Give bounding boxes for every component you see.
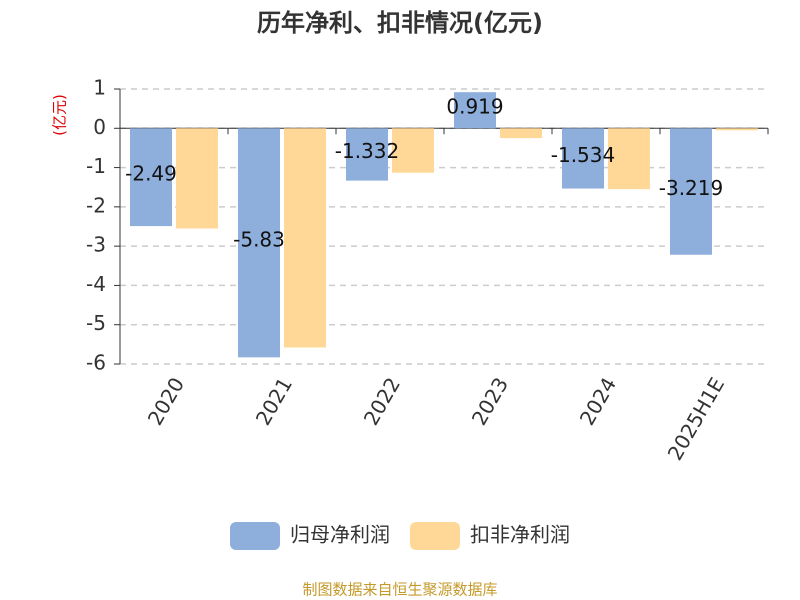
bar <box>392 128 434 173</box>
bar <box>454 92 496 129</box>
data-label: -3.219 <box>659 176 723 200</box>
bar <box>176 128 218 229</box>
data-label: -1.534 <box>551 143 615 167</box>
bar <box>608 128 650 190</box>
y-axis-label: (亿元) <box>51 94 69 136</box>
data-label: -2.49 <box>125 162 177 186</box>
bar <box>130 128 172 227</box>
x-tick-label: 2023 <box>467 373 513 429</box>
chart-title: 历年净利、扣非情况(亿元) <box>257 9 543 37</box>
legend-swatch <box>410 522 460 550</box>
bar <box>346 128 388 181</box>
data-label: -5.83 <box>233 227 285 251</box>
x-tick-label: 2024 <box>575 373 621 429</box>
y-tick-label: -5 <box>86 311 106 335</box>
legend-label: 归母净利润 <box>290 523 390 547</box>
x-tick-label: 2021 <box>251 373 297 429</box>
y-tick-label: -4 <box>86 272 106 296</box>
bar <box>238 128 280 358</box>
y-tick-label: 0 <box>93 115 106 139</box>
legend-label: 扣非净利润 <box>470 523 570 547</box>
y-tick-label: -2 <box>86 193 106 217</box>
bar <box>716 128 758 131</box>
x-tick-label: 2025H1E <box>663 373 729 464</box>
source: 制图数据来自恒生聚源数据库 <box>302 581 497 599</box>
y-tick-label: -3 <box>86 233 106 257</box>
y-tick-label: 1 <box>93 76 106 100</box>
data-label: -1.332 <box>335 139 399 163</box>
bar <box>670 128 712 255</box>
y-tick-label: -1 <box>86 154 106 178</box>
bar <box>284 128 326 348</box>
bar <box>562 128 604 189</box>
y-tick-label: -6 <box>86 351 106 375</box>
x-tick-label: 2022 <box>359 373 405 429</box>
data-label: 0.919 <box>446 95 503 119</box>
bar <box>500 128 542 139</box>
legend-swatch <box>230 522 280 550</box>
x-tick-label: 2020 <box>143 373 189 429</box>
